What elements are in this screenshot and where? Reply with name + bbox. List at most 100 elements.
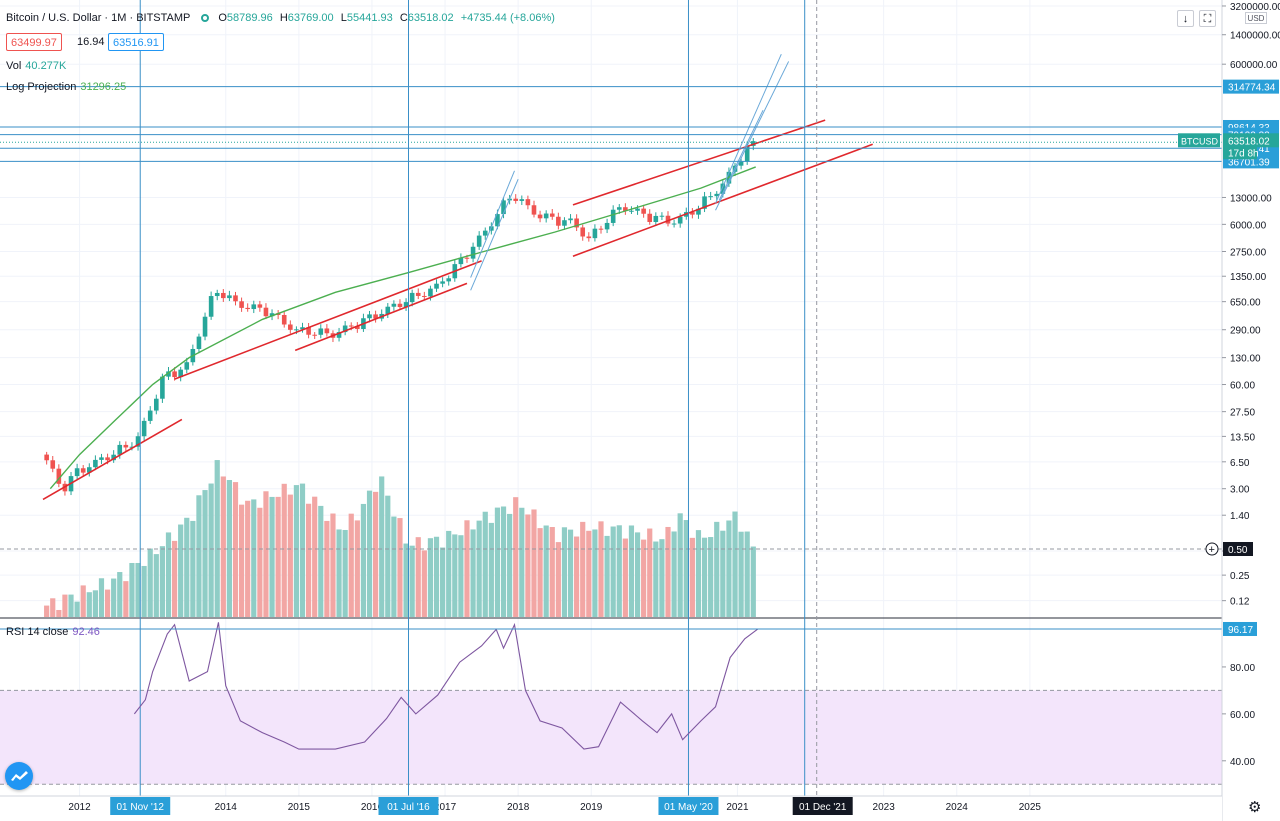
candle-body [677,216,683,224]
volume-bar [531,509,537,617]
ohlc-values: O58789.96 H63769.00 L55441.93 C63518.02 … [218,12,555,24]
symbol-legend[interactable]: Bitcoin / U.S. Dollar · 1M · BITSTAMP O5… [6,12,559,24]
volume-bar [104,589,111,617]
volume-bar [44,605,50,617]
rsi-overbought-band [0,690,1222,785]
candle-body [281,314,287,325]
candle-body [324,328,330,334]
volume-bar [257,507,263,617]
volume-bar [440,547,446,617]
volume-bar [561,527,568,617]
sell-price-button[interactable]: 63499.97 [6,33,62,51]
tradingview-logo-icon[interactable] [5,762,33,790]
volume-bar [500,506,507,617]
candle-body [562,220,567,226]
volume-bar [190,520,196,617]
marker-date-tag-bg [110,797,171,815]
volume-bar [586,530,592,617]
log-projection-curve [49,166,756,490]
volume-bar [427,538,434,617]
candle-body [50,460,56,469]
plus-icon: + [1209,544,1215,556]
candle-body [348,325,354,327]
candle-body [501,200,506,215]
price-tick-label: 1.40 [1230,511,1250,522]
volume-bar [671,531,677,617]
volume-bar [397,518,403,617]
candle-body [221,292,226,299]
volume-bar [165,532,172,617]
volume-bar [641,539,647,617]
candle-body [373,314,378,319]
volume-bar [354,520,360,617]
symbol-title[interactable]: Bitcoin / U.S. Dollar · 1M · BITSTAMP [6,12,191,24]
volume-bar [744,531,750,617]
time-tick-label: 2024 [946,802,969,813]
marker-date-tag-bg [378,797,439,815]
fan-2021 [715,53,782,204]
candle-body [44,454,49,461]
volume-bar [251,499,257,617]
candle-body [227,295,232,299]
volume-bar [299,483,306,617]
volume-bar [689,537,695,617]
volume-bar [580,521,586,617]
ohlc-low: 55441.93 [346,12,393,24]
volume-bar [720,530,726,617]
candle-body [105,457,110,461]
volume-bar [738,531,744,617]
candle-body [129,446,135,448]
volume-bar [683,520,689,617]
candle-body [440,281,445,284]
spread-value: 16.94 [77,36,105,48]
settings-gear-icon[interactable]: ⚙ [1248,799,1262,816]
candle-body [93,459,98,468]
candle-body [720,183,726,194]
volume-bar [141,565,147,617]
price-tick-label: 1400000.00 [1230,31,1280,42]
channel-2012-lower [42,418,183,501]
buy-price-button[interactable]: 63516.91 [108,33,164,51]
volume-bar [135,562,141,617]
volume-bar [470,529,476,617]
candle-body [738,161,744,166]
volume-bar [74,601,80,617]
volume-bar [391,516,397,617]
candle-body [336,332,342,338]
volume-bar [117,572,123,617]
candle-body [604,222,610,230]
price-tick-label: 27.50 [1230,408,1255,419]
volume-bar [726,520,732,617]
rsi-tick-label: 60.00 [1230,710,1255,721]
volume-bar [634,532,641,617]
rsi-tick-label: 40.00 [1230,757,1255,768]
volume-value: 40.277K [25,60,67,72]
candle-body [160,376,165,399]
volume-bar [62,594,68,617]
marker-date-tag-bg [658,797,719,815]
volume-legend[interactable]: Vol 40.277K [6,60,66,72]
volume-bar [202,490,208,617]
market-status-icon [201,14,210,22]
fullscreen-icon[interactable]: ⛶ [1199,10,1216,27]
volume-bar [281,483,287,617]
rsi-legend[interactable]: RSI 14 close 92.46 [6,626,100,638]
volume-bar [56,609,62,617]
candle-body [263,307,269,317]
currency-button[interactable]: USD [1245,12,1267,24]
price-tick-label: 6000.00 [1230,220,1267,231]
candle-body [714,193,720,197]
log-projection-legend[interactable]: Log Projection 31296.25 [6,81,126,93]
volume-bar [616,525,622,617]
volume-bar [714,521,720,617]
candle-body [702,196,707,209]
time-tick-label: 2025 [1019,802,1042,813]
price-tick-label: 0.12 [1230,597,1250,608]
candle-body [342,325,348,333]
download-icon[interactable]: ↓ [1177,10,1194,27]
volume-bar [245,500,251,617]
candle-body [690,212,695,215]
candle-body [294,329,299,331]
